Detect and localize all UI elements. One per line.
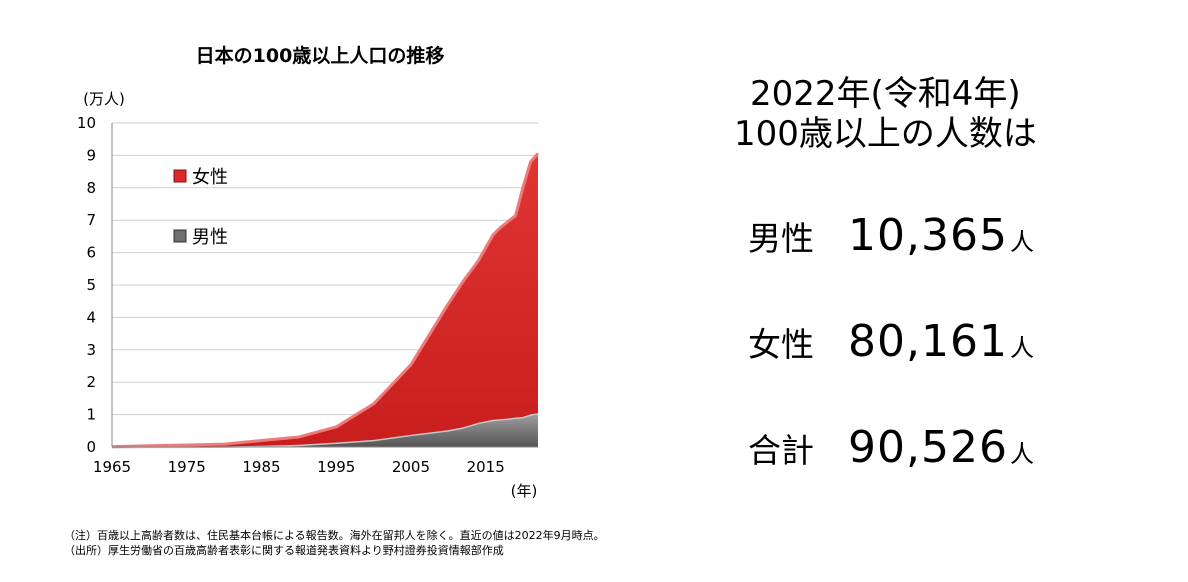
x-tick-label: 2015 [467, 458, 505, 476]
legend-swatch [173, 169, 187, 183]
y-tick-label: 1 [86, 406, 96, 424]
headline-year: 2022年(令和4年) [750, 74, 1021, 114]
stat-unit-total: 人 [1009, 440, 1034, 468]
y-tick-label: 9 [86, 146, 96, 164]
tick-labels: 0 1 2 3 4 5 6 7 8 9 10 1965 1975 1985 1995 2005 2015 [77, 114, 505, 476]
axes [111, 123, 538, 448]
stat-unit-male: 人 [1009, 228, 1034, 256]
stat-row-total: 合計 90,526人 [748, 422, 1034, 473]
legend-label: 男性 [192, 227, 228, 248]
x-tick-label: 1965 [93, 458, 131, 476]
y-tick-label: 6 [86, 244, 96, 262]
footnote-source: （出所）厚生労働省の百歳高齢者表彰に関する報道発表資料より野村證券投資情報部作成 [64, 544, 504, 557]
legend-swatch [173, 229, 187, 243]
stat-value-total: 90,526 [848, 422, 1008, 473]
area-male [112, 413, 538, 447]
stat-unit-female: 人 [1009, 334, 1034, 362]
x-tick-label: 1975 [168, 458, 206, 476]
x-tick-label: 1995 [317, 458, 355, 476]
stat-label-male: 男性 [748, 219, 814, 258]
y-tick-label: 8 [86, 179, 96, 197]
y-tick-label: 4 [86, 308, 96, 326]
y-tick-label: 2 [86, 373, 96, 391]
stat-row-male: 男性 10,365人 [748, 210, 1034, 261]
x-axis-unit: (年) [511, 482, 538, 500]
footnotes: （注）百歳以上高齢者数は、住民基本台帳による報告数。海外在留邦人を除く。直近の値… [64, 528, 605, 558]
legend-item-male: 男性 [173, 227, 228, 248]
stat-value-male: 10,365 [848, 210, 1008, 261]
x-tick-label: 1985 [242, 458, 280, 476]
stat-value-female: 80,161 [848, 316, 1008, 367]
stat-row-female: 女性 80,161人 [748, 316, 1034, 367]
area-edge-female [111, 152, 540, 449]
y-tick-label: 3 [86, 341, 96, 359]
headline-subtitle: 100歳以上の人数は [734, 114, 1037, 154]
stat-label-female: 女性 [748, 325, 814, 364]
chart-title: 日本の100歳以上人口の推移 [196, 44, 445, 67]
y-tick-label: 0 [86, 438, 96, 456]
footnote-note: （注）百歳以上高齢者数は、住民基本台帳による報告数。海外在留邦人を除く。直近の値… [64, 529, 605, 542]
y-axis-unit: (万人) [83, 90, 125, 108]
x-tick-label: 2005 [392, 458, 430, 476]
y-tick-label: 7 [86, 211, 96, 229]
stat-label-total: 合計 [748, 431, 814, 470]
legend-item-female: 女性 [173, 167, 228, 188]
y-tick-label: 10 [77, 114, 96, 132]
y-tick-label: 5 [86, 276, 96, 294]
area-series [111, 152, 540, 449]
legend-label: 女性 [192, 167, 228, 188]
area-female [112, 153, 538, 447]
